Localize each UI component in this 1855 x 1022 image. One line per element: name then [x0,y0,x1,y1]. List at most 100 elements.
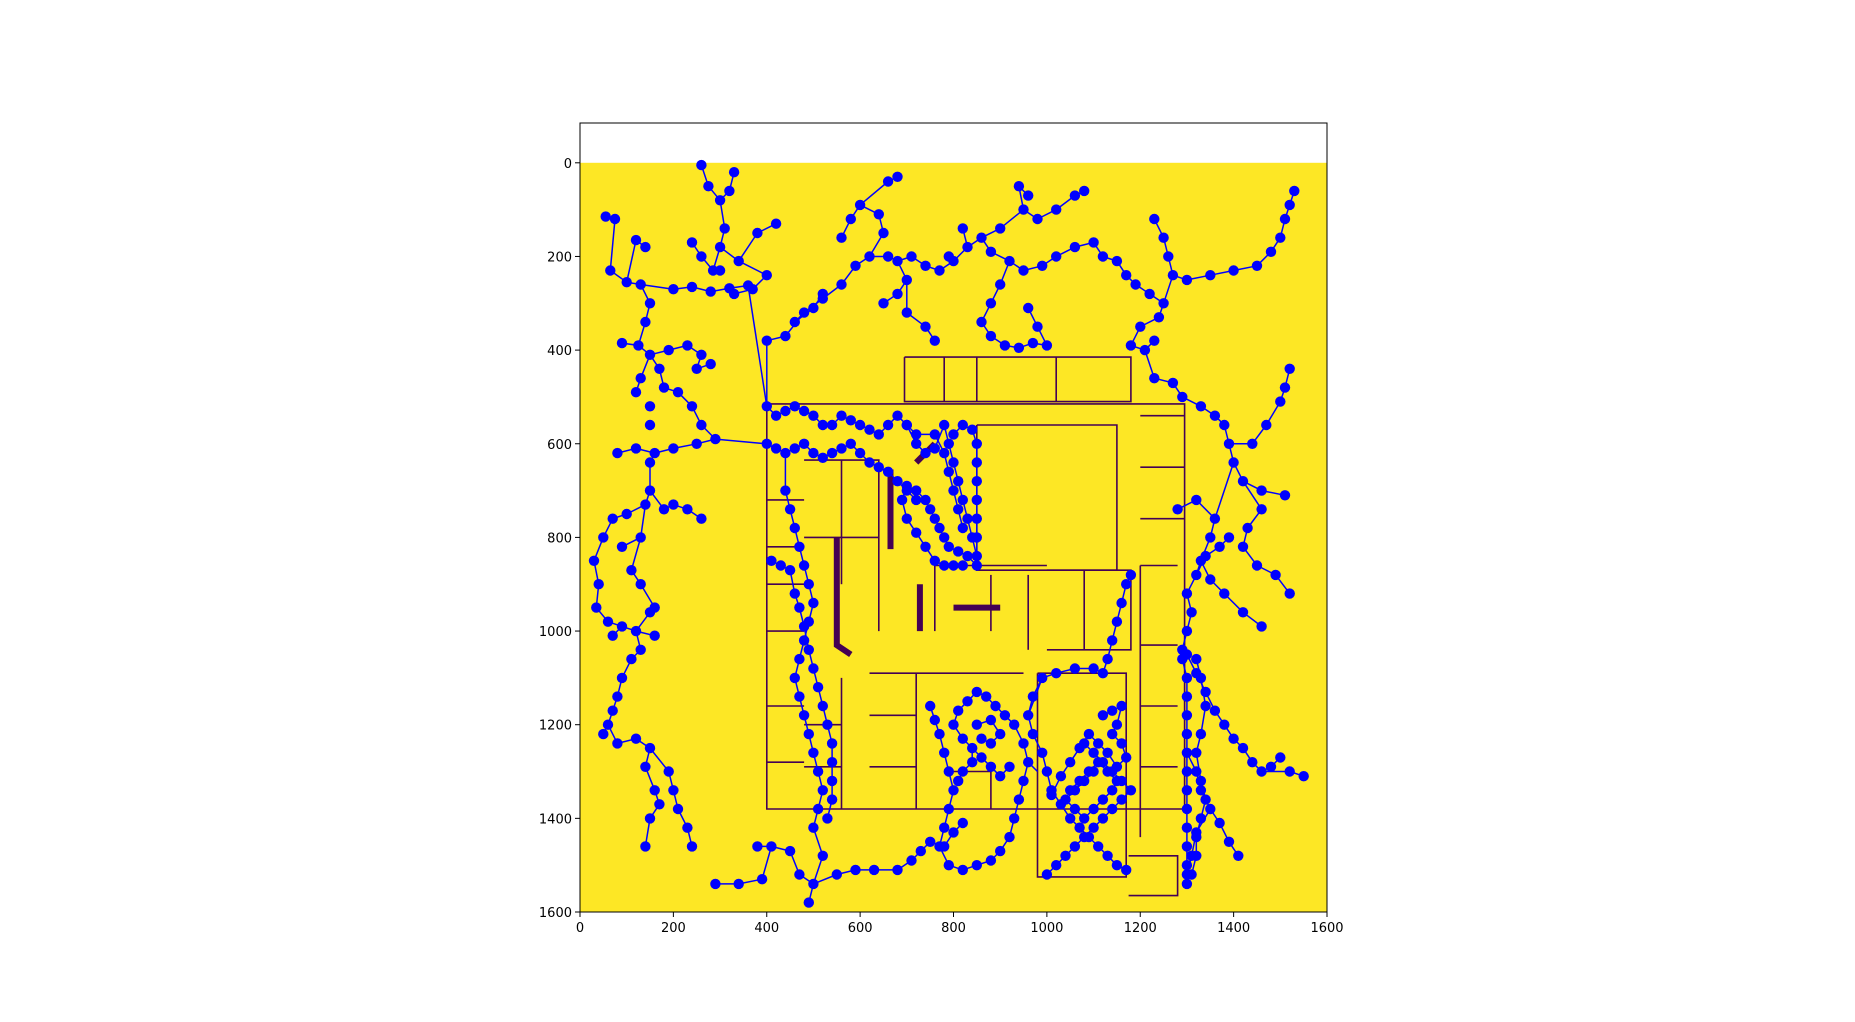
tree-node [682,340,693,351]
tree-node [948,560,959,571]
wall [1128,854,1179,897]
tree-node [766,841,777,852]
tree-node [1181,860,1193,871]
wall [804,459,880,632]
tree-node [1037,672,1048,684]
tree-node [817,288,828,300]
tree-node [644,813,656,824]
wall [1046,569,1132,651]
tree-node [1074,822,1085,833]
tree-node [703,181,714,192]
tree-node [1172,504,1183,515]
tree-node [925,700,936,712]
tree-node [1004,831,1015,843]
tree-node [663,344,674,356]
tree-node [635,579,646,590]
tree-node [724,283,735,294]
tree-node [607,513,618,524]
tree-node [882,419,894,431]
tree-node [878,227,889,239]
tree-node [612,691,623,702]
tree-node [1074,775,1085,787]
tree-node [985,246,997,257]
tree-node [1022,302,1034,314]
tree-node [1284,588,1295,599]
tree-node [1027,691,1039,702]
tree-node [794,653,805,665]
tree-node [1088,747,1099,758]
tree-node [1027,337,1039,349]
tree-node [1181,728,1193,740]
tree-node [1195,775,1207,787]
tree-node [995,223,1006,234]
x-tick-label: 600 [848,921,873,936]
tree-node [1256,621,1267,632]
tree-node [770,443,782,454]
tree-node [1060,794,1071,805]
tree-node [962,696,973,707]
tree-node [990,700,1001,712]
tree-node [714,265,726,276]
tree-node [714,195,726,206]
tree-node [733,255,744,267]
y-tick-label: 400 [547,344,572,359]
tree-node [630,234,642,246]
tree-node [640,499,651,510]
tree-node [784,845,796,857]
tree-node [602,616,614,627]
tree-node [831,869,842,880]
tree-node [836,279,847,290]
tree-node [626,653,637,665]
tree-edge [640,283,674,290]
tree-node [1149,213,1160,225]
tree-node [1121,752,1132,763]
tree-node [710,433,721,445]
tree-node [1195,813,1207,824]
tree-node [1093,841,1104,852]
tree-node [953,504,964,515]
tree-node [803,728,814,740]
tree-node [957,494,968,506]
tree-node [635,373,646,384]
tree-edge [738,232,759,262]
tree-node [1181,803,1193,815]
tree-node [1037,747,1048,758]
y-tick-label: 1000 [539,625,572,640]
tree-node [995,279,1006,290]
tree-node [943,438,954,449]
tree-node [1116,738,1127,749]
tree-node [826,757,838,768]
tree-node [1153,312,1165,323]
tree-node [1205,574,1216,585]
tree-node [976,752,987,763]
tree-node [1027,728,1039,740]
tree-node [761,270,772,281]
tree-node [953,476,964,487]
tree-node [630,443,642,454]
tree-node [1004,761,1015,772]
tree-node [1219,588,1230,599]
tree-node [798,635,810,646]
tree-node [1256,485,1267,496]
tree-node [1209,513,1221,524]
tree-node [658,504,670,515]
tree-node [1069,190,1081,201]
tree-node [812,766,824,777]
tree-node [812,682,824,693]
tree-node [1097,710,1109,721]
tree-node [1223,532,1235,543]
tree-node [911,429,922,440]
tree-node [803,897,814,908]
tree-node [1116,597,1127,609]
tree-node [906,855,917,866]
tree-node [696,419,707,431]
tree-edge [609,218,616,271]
tree-node [892,255,903,267]
tree-node [1069,663,1081,674]
tree-node [1079,185,1090,197]
tree-node [1149,373,1160,384]
tree-node [1167,377,1179,389]
tree-node [1233,850,1244,861]
tree-node [798,307,810,318]
